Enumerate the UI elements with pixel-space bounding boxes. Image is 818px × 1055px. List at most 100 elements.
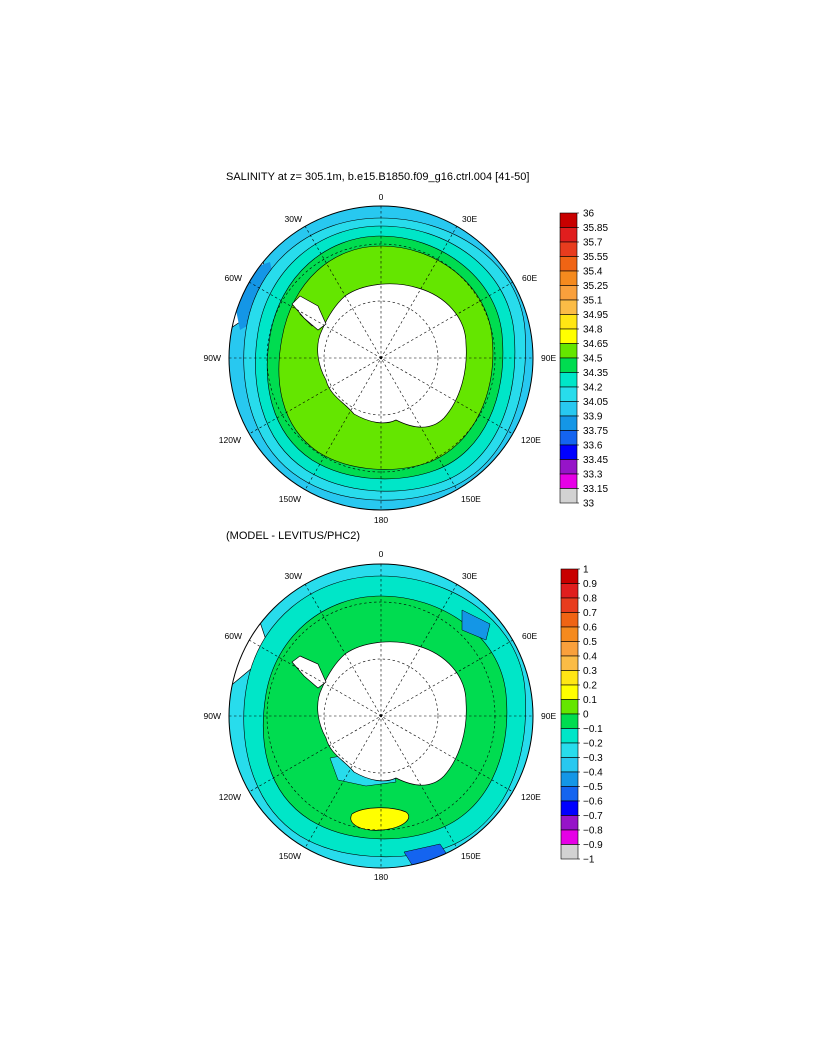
colorbar-tick-label: 35.7 bbox=[583, 238, 603, 249]
colorbar-swatch bbox=[560, 641, 579, 657]
lon-label-30e: 30E bbox=[462, 214, 477, 224]
colorbar-swatch bbox=[559, 328, 578, 344]
salinity-colorbar: 36 35.85 35.7 35.55 35.4 35.25 35.1 34.95 34.8 34… bbox=[559, 209, 608, 510]
lon-label-120w: 120W bbox=[219, 435, 241, 445]
colorbar-tick-label: 0.4 bbox=[583, 652, 597, 663]
colorbar-tick-label: 0.3 bbox=[583, 666, 597, 677]
colorbar-swatch bbox=[560, 771, 579, 787]
colorbar-swatch bbox=[559, 401, 578, 417]
salinity-polar-map: 0 30E 60E 90E 120E 150E 180 150W 120W 90… bbox=[204, 192, 557, 525]
colorbar-swatch bbox=[560, 684, 579, 700]
lon-label-150e: 150E bbox=[461, 494, 481, 504]
colorbar-swatch bbox=[560, 844, 579, 860]
pole-marker bbox=[379, 356, 383, 360]
lon-label-0: 0 bbox=[379, 549, 384, 559]
colorbar-tick-label: 0.9 bbox=[583, 579, 597, 590]
lon-label-60e: 60E bbox=[522, 273, 537, 283]
colorbar-swatch bbox=[559, 372, 578, 388]
colorbar-swatch bbox=[559, 270, 578, 286]
colorbar-swatch bbox=[559, 285, 578, 301]
colorbar-swatch bbox=[560, 800, 579, 816]
colorbar-swatch bbox=[559, 357, 578, 373]
difference-polar-map: 0 30E 60E 90E 120E 150E 180 150W 120W 90… bbox=[204, 549, 557, 882]
colorbar-tick-label: 33.15 bbox=[583, 484, 608, 495]
colorbar-tick-label: −0.6 bbox=[583, 797, 603, 808]
colorbar-tick-label: −0.1 bbox=[583, 724, 603, 735]
colorbar-tick-label: 34.65 bbox=[583, 339, 608, 350]
panel-title: SALINITY at z= 305.1m, b.e15.B1850.f09_g… bbox=[226, 171, 530, 183]
panel-title: (MODEL - LEVITUS/PHC2) bbox=[226, 530, 361, 542]
lon-label-90w: 90W bbox=[204, 711, 221, 721]
lon-label-30e: 30E bbox=[462, 571, 477, 581]
colorbar-swatch bbox=[559, 444, 578, 460]
colorbar-tick-label: 34.35 bbox=[583, 368, 608, 379]
colorbar-tick-label: 36 bbox=[583, 209, 595, 220]
antarctic-peninsula-land bbox=[291, 655, 327, 689]
colorbar-tick-label: 35.55 bbox=[583, 252, 608, 263]
colorbar-swatch bbox=[559, 212, 578, 228]
colorbar-tick-label: 0.7 bbox=[583, 608, 597, 619]
map-boundary bbox=[228, 563, 534, 869]
colorbar-tick-label: 33 bbox=[583, 499, 595, 510]
lon-label-60w: 60W bbox=[225, 631, 242, 641]
colorbar-swatch bbox=[560, 583, 579, 599]
colorbar-tick-label: 34.05 bbox=[583, 397, 608, 408]
colorbar-tick-label: 34.2 bbox=[583, 383, 603, 394]
blue-patch-east bbox=[461, 609, 491, 641]
colorbar-tick-label: −0.8 bbox=[583, 826, 603, 837]
lon-label-30w: 30W bbox=[285, 571, 302, 581]
colorbar-swatch bbox=[560, 757, 579, 773]
colorbar-tick-label: 0.2 bbox=[583, 681, 597, 692]
colorbar-tick-label: 0.6 bbox=[583, 623, 597, 634]
map-boundary bbox=[228, 205, 534, 511]
colorbar-tick-label: 0.8 bbox=[583, 594, 597, 605]
colorbar-swatch bbox=[559, 343, 578, 359]
colorbar-tick-label: 35.4 bbox=[583, 267, 603, 278]
colorbar-tick-label: −0.3 bbox=[583, 753, 603, 764]
colorbar-tick-label: 0 bbox=[583, 710, 589, 721]
lon-label-180: 180 bbox=[374, 515, 388, 525]
colorbar-swatch bbox=[560, 829, 579, 845]
colorbar-tick-label: −0.5 bbox=[583, 782, 603, 793]
colorbar-tick-label: 35.25 bbox=[583, 281, 608, 292]
colorbar-swatch bbox=[560, 699, 579, 715]
lon-label-30w: 30W bbox=[285, 214, 302, 224]
colorbar-tick-label: −0.7 bbox=[583, 811, 603, 822]
pole-marker bbox=[379, 714, 383, 718]
colorbar-swatch bbox=[560, 728, 579, 744]
colorbar-swatch bbox=[560, 655, 579, 671]
colorbar-swatch bbox=[559, 256, 578, 272]
colorbar-tick-label: 0.5 bbox=[583, 637, 597, 648]
colorbar-tick-label: 35.85 bbox=[583, 223, 608, 234]
colorbar-swatch bbox=[559, 227, 578, 243]
colorbar-swatch bbox=[559, 299, 578, 315]
colorbar-swatch bbox=[560, 626, 579, 642]
colorbar-tick-label: −1 bbox=[583, 855, 595, 866]
lon-label-90e: 90E bbox=[541, 711, 556, 721]
colorbar-tick-label: 1 bbox=[583, 565, 589, 576]
colorbar-tick-label: 34.8 bbox=[583, 325, 603, 336]
colorbar-tick-label: −0.2 bbox=[583, 739, 603, 750]
colorbar-swatch bbox=[559, 459, 578, 475]
colorbar-swatch bbox=[559, 473, 578, 489]
colorbar-swatch bbox=[559, 415, 578, 431]
colorbar-swatch bbox=[559, 386, 578, 402]
lon-label-150e: 150E bbox=[461, 851, 481, 861]
lon-label-90e: 90E bbox=[541, 353, 556, 363]
colorbar-swatch bbox=[560, 786, 579, 802]
colorbar-swatch bbox=[560, 815, 579, 831]
colorbar-tick-label: 34.95 bbox=[583, 310, 608, 321]
lon-label-120w: 120W bbox=[219, 792, 241, 802]
colorbar-swatch bbox=[560, 670, 579, 686]
colorbar-swatch bbox=[560, 597, 579, 613]
lon-label-60e: 60E bbox=[522, 631, 537, 641]
colorbar-tick-label: 33.6 bbox=[583, 441, 603, 452]
colorbar-swatch bbox=[559, 488, 578, 504]
colorbar-tick-label: −0.9 bbox=[583, 840, 603, 851]
colorbar-swatch bbox=[559, 241, 578, 257]
colorbar-tick-label: 33.75 bbox=[583, 426, 608, 437]
colorbar-tick-label: −0.4 bbox=[583, 768, 603, 779]
colorbar-swatch bbox=[559, 430, 578, 446]
lon-label-0: 0 bbox=[379, 192, 384, 202]
lon-label-150w: 150W bbox=[279, 494, 301, 504]
